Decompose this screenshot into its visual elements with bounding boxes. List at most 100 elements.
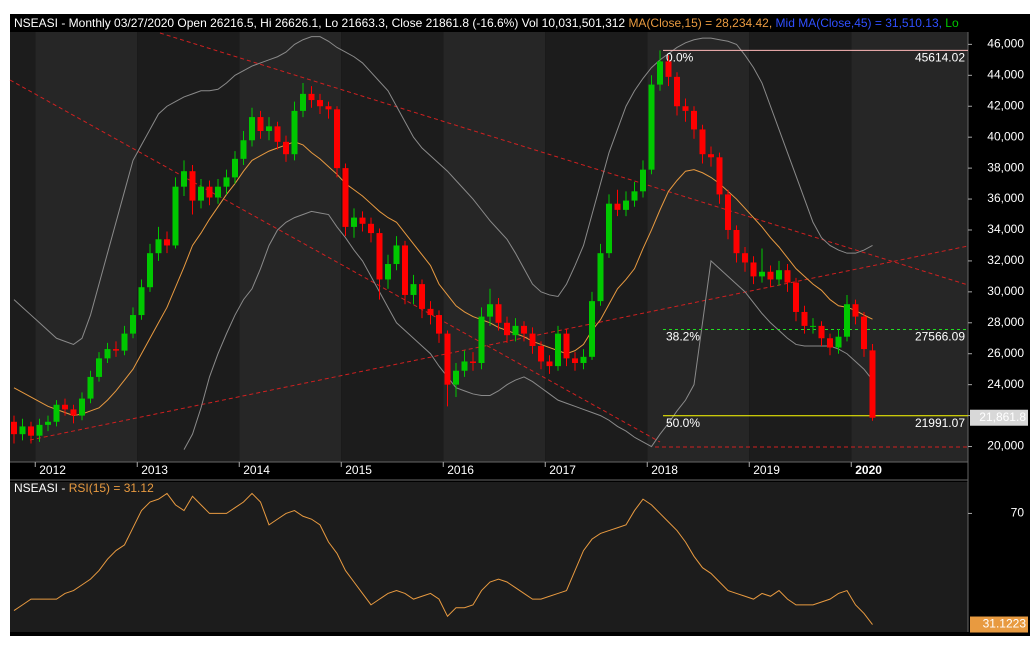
- candle-body: [682, 106, 689, 111]
- fib-label: 38.2%: [666, 330, 700, 344]
- candle-body: [606, 203, 612, 254]
- candle-body: [512, 325, 519, 336]
- year-band: [137, 32, 240, 462]
- candle-body: [368, 223, 374, 234]
- candle-body: [291, 110, 298, 155]
- rsi-line: [13, 492, 873, 625]
- candle-body: [113, 349, 119, 351]
- candle-body: [11, 421, 17, 435]
- candle-body: [240, 140, 247, 159]
- year-band: [239, 32, 342, 462]
- candle-body: [334, 109, 340, 169]
- candle-body: [461, 361, 468, 371]
- y-tick-label: 44,000: [987, 67, 1024, 81]
- candle-body: [793, 282, 799, 312]
- x-tick-label: 2015: [345, 463, 372, 477]
- x-tick-label: 2019: [753, 463, 780, 477]
- header-item: Mid MA(Close,45) = 31,510.13,: [776, 16, 946, 30]
- year-band: [545, 32, 648, 462]
- candle-body: [708, 154, 714, 158]
- candle-body: [121, 333, 128, 351]
- candle-body: [317, 100, 323, 107]
- candle-body: [844, 304, 850, 337]
- candle-body: [79, 398, 85, 416]
- candle-body: [597, 253, 604, 302]
- candle-body: [206, 186, 213, 198]
- rsi-pane-bg: [10, 482, 968, 632]
- candle-body: [504, 322, 510, 336]
- year-band: [35, 32, 138, 462]
- candle-body: [385, 264, 391, 280]
- candle-body: [691, 110, 697, 130]
- header: NSEASI - Monthly 03/27/2020 Open 26216.5…: [14, 16, 959, 30]
- candle-body: [28, 426, 34, 436]
- candle-body: [96, 358, 102, 377]
- y-tick-label: 42,000: [987, 98, 1024, 112]
- candle-body: [444, 333, 451, 385]
- fib-value: 45614.02: [915, 51, 965, 65]
- candle-body: [810, 325, 816, 327]
- candle-body: [572, 358, 578, 364]
- candle-body: [827, 338, 833, 348]
- candle-body: [419, 284, 425, 309]
- y-tick-label: 30,000: [987, 284, 1024, 298]
- candle-body: [249, 117, 255, 141]
- candle-body: [529, 333, 536, 346]
- candle-body: [470, 361, 476, 364]
- x-tick-label: 2012: [39, 463, 66, 477]
- y-tick-label: 28,000: [987, 315, 1024, 329]
- y-tick-label: 26,000: [987, 346, 1024, 360]
- header-item: Lo: [945, 16, 959, 30]
- fib-value: 27566.09: [915, 330, 965, 344]
- candle-body: [589, 301, 595, 357]
- candle-body: [699, 129, 706, 155]
- candle-body: [70, 409, 77, 416]
- candle-body: [776, 270, 782, 280]
- candle-body: [147, 253, 153, 288]
- candle-body: [563, 333, 570, 359]
- candle-body: [538, 345, 544, 362]
- candle-body: [750, 262, 757, 277]
- trendline: [159, 32, 969, 286]
- y-tick-label: 34,000: [987, 222, 1024, 236]
- candle-body: [478, 316, 485, 364]
- candle-body: [257, 117, 264, 131]
- candle-body: [640, 169, 646, 192]
- candle-body: [759, 271, 765, 277]
- last-value-label: 21,861.8: [979, 410, 1026, 424]
- candle-body: [784, 270, 791, 283]
- candle-body: [198, 186, 204, 201]
- fib-label: 50.0%: [666, 416, 700, 430]
- candle-body: [274, 126, 281, 142]
- candle-body: [36, 424, 43, 436]
- fib-value: 21991.07: [915, 416, 965, 430]
- y-tick-label: 40,000: [987, 129, 1024, 143]
- y-tick-label: 24,000: [987, 377, 1024, 391]
- candle-body: [555, 333, 561, 367]
- candle-body: [266, 126, 272, 131]
- rsi-label: RSI(15) = 31.12: [69, 481, 154, 495]
- candle-body: [453, 370, 459, 385]
- candle-body: [308, 93, 315, 101]
- candle-body: [62, 404, 68, 410]
- candle-body: [342, 168, 349, 227]
- x-tick-label: 2014: [243, 463, 270, 477]
- candle-body: [283, 141, 289, 155]
- candle-body: [87, 376, 94, 399]
- candle-body: [19, 426, 26, 435]
- candle-body: [818, 325, 825, 339]
- candle-body: [325, 106, 332, 110]
- rsi-header: NSEASI - RSI(15) = 31.12: [14, 481, 154, 495]
- x-tick-label: 2016: [447, 463, 474, 477]
- candle-body: [155, 239, 162, 254]
- x-tick-label: 2013: [141, 463, 168, 477]
- fib-label: 0.0%: [666, 51, 694, 65]
- y-tick-label: 46,000: [987, 37, 1024, 51]
- candle-body: [45, 421, 51, 425]
- candle-body: [580, 356, 587, 364]
- candle-body: [351, 217, 357, 227]
- year-shading: [10, 32, 968, 462]
- trendline: [9, 79, 661, 443]
- candle-body: [487, 304, 493, 317]
